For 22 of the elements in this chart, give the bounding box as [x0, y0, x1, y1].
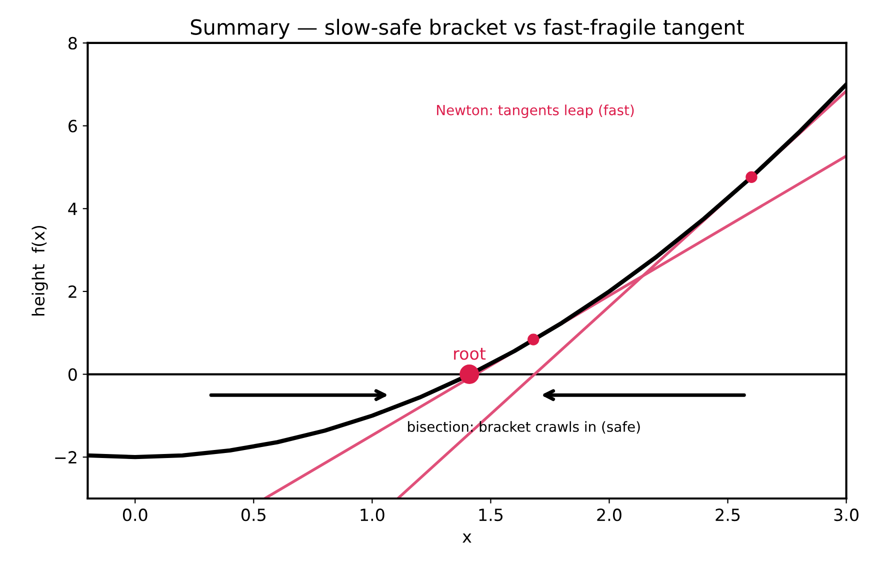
x-tick-label: 0.5: [241, 508, 266, 522]
point: [528, 334, 540, 346]
annotation: bisection: bracket crawls in (safe): [408, 421, 640, 434]
y-tick-label: 6: [68, 120, 77, 132]
x-axis-title: x: [462, 533, 472, 543]
x-tick-label: 2.5: [716, 508, 740, 522]
chart-title: Summary — slow-safe bracket vs fast-fragile tangent: [190, 18, 744, 39]
x-tick-label: 3.0: [834, 508, 858, 522]
y-tick-label: −2: [55, 451, 76, 464]
x-tick-label: 0.0: [122, 508, 148, 522]
point: [460, 364, 480, 384]
point: [746, 171, 758, 183]
y-tick-label: 0: [68, 368, 77, 381]
y-tick-label: 2: [68, 285, 76, 298]
y-tick-label: 4: [68, 202, 78, 215]
x-tick-label: 2.0: [597, 508, 622, 522]
x-tick-label: 1.0: [360, 508, 384, 522]
y-tick-label: 8: [68, 36, 77, 50]
annotation: Newton: tangents leap (fast): [437, 104, 634, 118]
annotation: root: [454, 348, 486, 360]
x-tick-label: 1.5: [479, 508, 503, 522]
y-axis-title: height f(x): [32, 226, 48, 316]
